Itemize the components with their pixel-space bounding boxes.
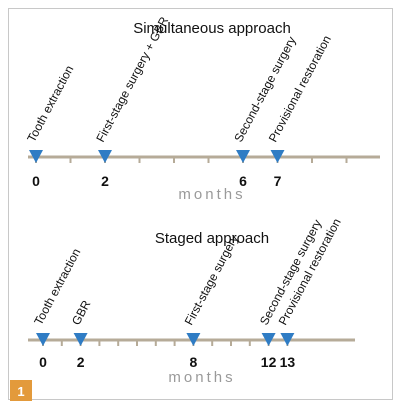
tick-label: 0 — [39, 354, 47, 370]
event-marker — [98, 150, 112, 163]
event-marker — [261, 333, 276, 346]
tick-label: 7 — [274, 173, 282, 189]
event-label: Tooth extraction — [24, 63, 76, 144]
event-marker — [280, 333, 295, 346]
tick-label: 13 — [280, 354, 296, 370]
event-marker — [36, 333, 50, 346]
figure-number-badge — [10, 380, 32, 401]
event-marker — [186, 333, 201, 346]
tick-label: 0 — [32, 173, 40, 189]
tick-label: 12 — [261, 354, 277, 370]
event-label: Second-stage surgery — [231, 34, 298, 144]
tick-label: 8 — [190, 354, 198, 370]
event-marker — [29, 150, 43, 163]
event-label: GBR — [69, 298, 94, 328]
tick-label: 2 — [101, 173, 109, 189]
axis-label-2: months — [168, 369, 235, 386]
figure-number-text: 1 — [17, 384, 24, 399]
event-marker — [270, 150, 285, 163]
axis-label-1: months — [178, 186, 245, 203]
event-marker — [73, 333, 88, 346]
event-marker — [236, 150, 250, 163]
tick-label: 6 — [239, 173, 247, 189]
panel-title-1: Simultaneous approach — [133, 20, 291, 37]
event-label: Provisional restoration — [266, 33, 334, 144]
panel-title-2: Staged approach — [155, 230, 269, 247]
tick-label: 2 — [77, 354, 85, 370]
figure-frame — [8, 8, 393, 400]
